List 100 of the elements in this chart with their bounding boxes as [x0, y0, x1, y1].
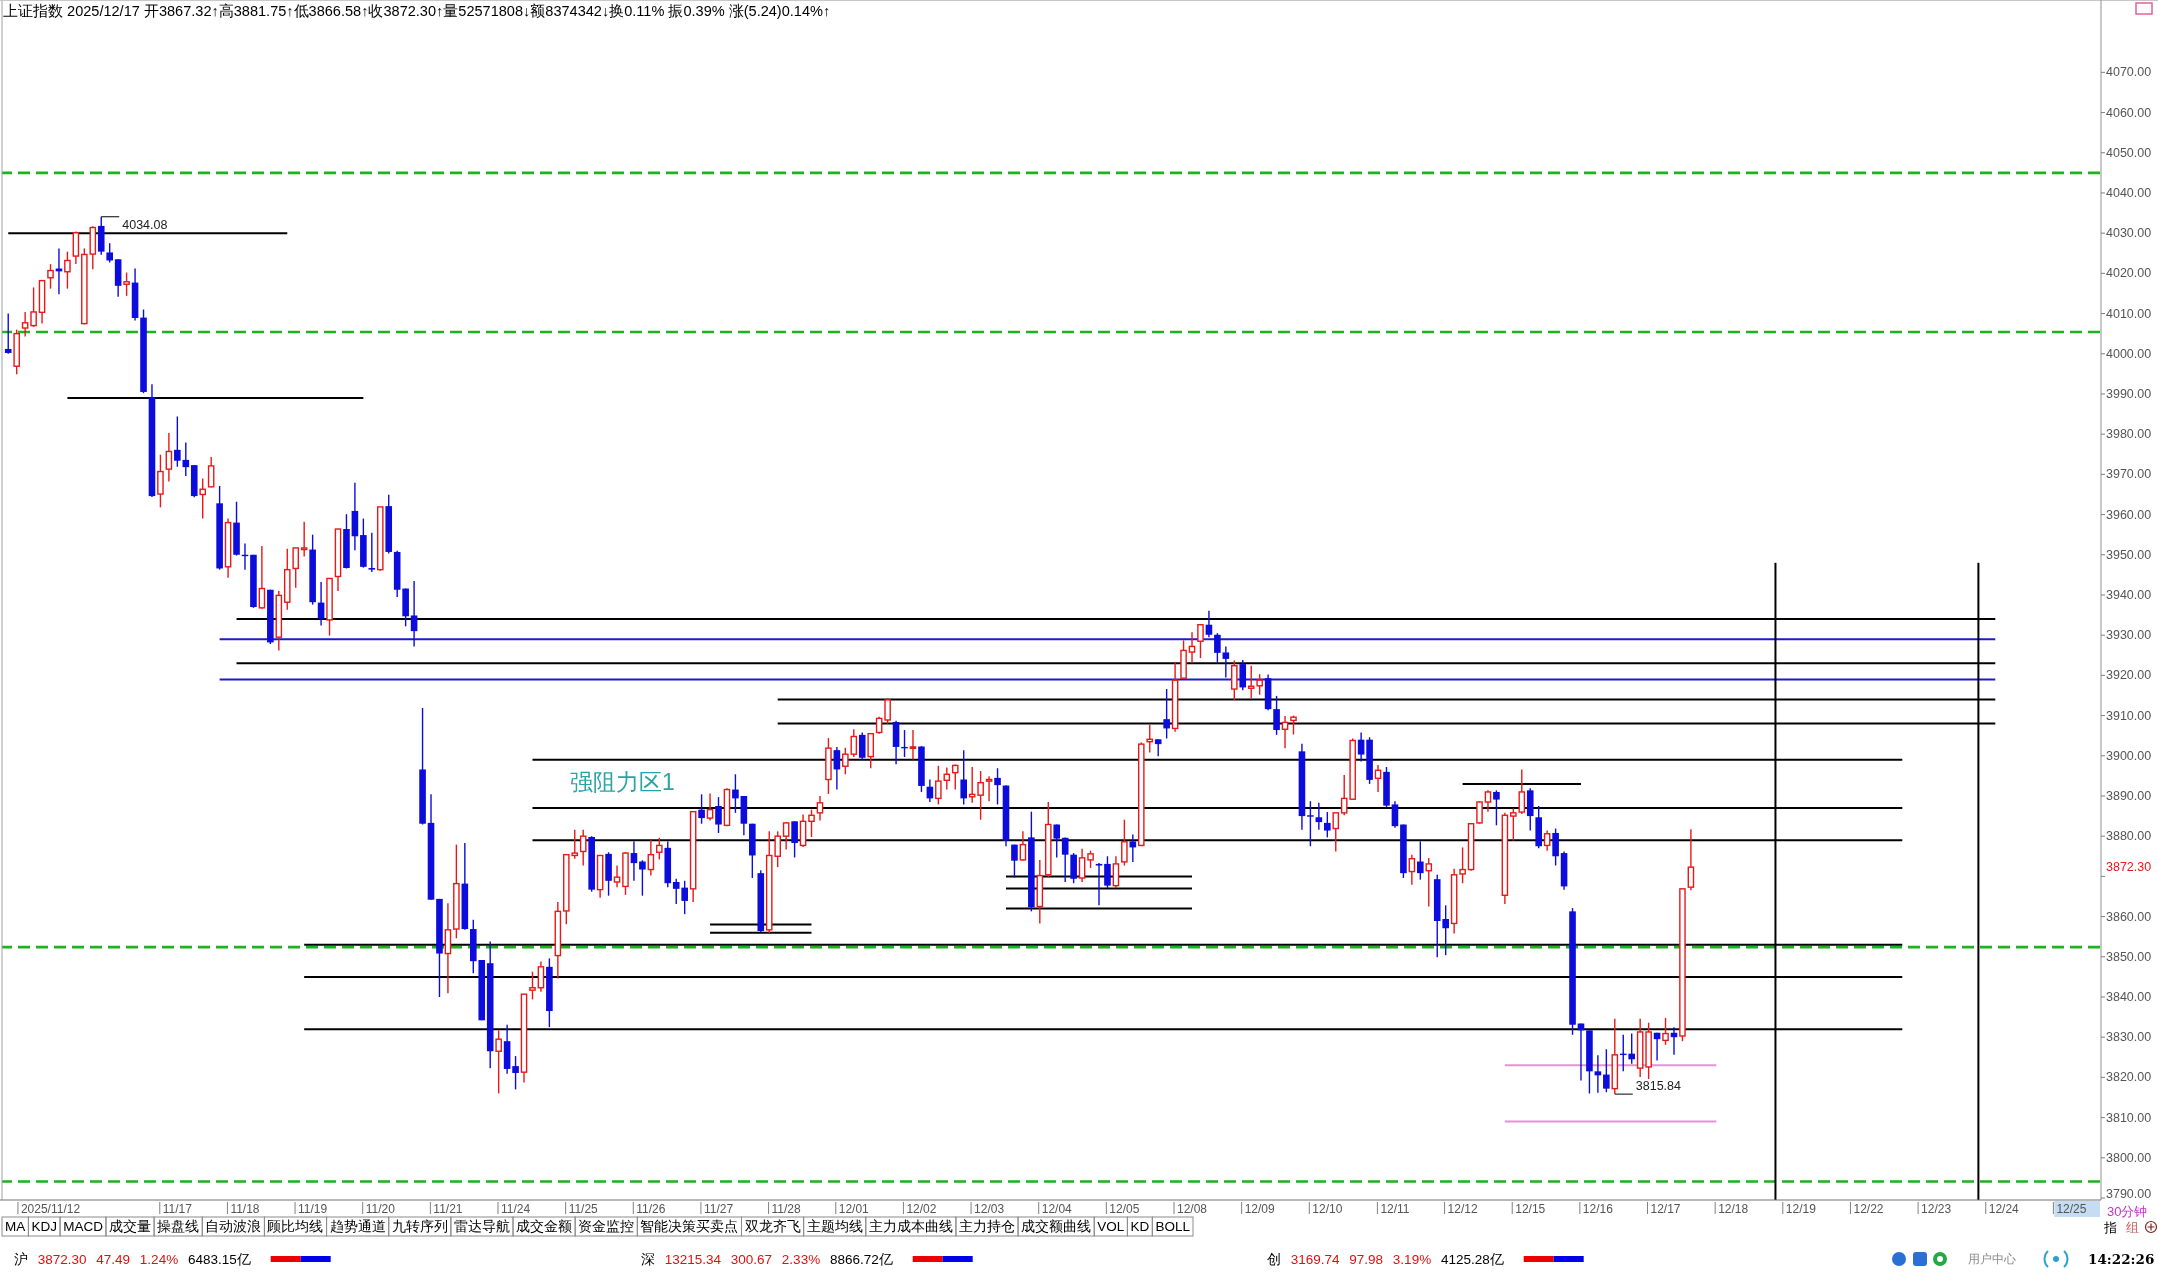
text: 资金监控 [578, 1219, 635, 1234]
y-tick-label: 4040.00 [2106, 185, 2152, 200]
y-tick-label: 3880.00 [2106, 829, 2152, 844]
candlestick [639, 859, 646, 897]
candlestick [1104, 855, 1111, 889]
x-tick-label: 12/02 [906, 1202, 937, 1216]
text: BOLL [1155, 1219, 1191, 1234]
text: 指 [2103, 1219, 2117, 1235]
text: 操盘线 [157, 1219, 200, 1234]
text: 主力成本曲线 [868, 1219, 953, 1234]
text: KDJ [31, 1219, 57, 1234]
text: MA [5, 1219, 26, 1234]
candlestick [698, 793, 705, 825]
x-tick-label: 2025/11/12 [20, 1202, 81, 1216]
x-tick-label: 12/24 [1988, 1202, 2020, 1216]
text: 九转序列 [391, 1219, 448, 1234]
candlestick [1662, 1017, 1669, 1046]
candlestick [199, 477, 207, 520]
candlestick [410, 580, 418, 648]
x-tick-label: 12/03 [974, 1202, 1005, 1216]
y-tick-label: 3840.00 [2106, 989, 2152, 1004]
candlestick [1374, 764, 1382, 793]
candlestick [867, 732, 874, 769]
y-tick-label: 4000.00 [2106, 346, 2152, 361]
y-tick-label: 4010.00 [2106, 306, 2152, 321]
candlestick [985, 775, 993, 802]
y-tick-label: 4020.00 [2106, 266, 2152, 281]
y-tick-label: 4030.00 [2106, 226, 2152, 241]
y-tick-label: 3970.00 [2106, 467, 2152, 482]
candlestick [1019, 830, 1027, 862]
x-tick-label: 12/16 [1582, 1202, 1614, 1216]
x-tick-label: 12/25 [2056, 1202, 2087, 1216]
text: 自动波浪 [205, 1219, 262, 1234]
candlestick [1095, 862, 1103, 907]
candlestick [444, 902, 452, 995]
x-tick-label: 12/01 [838, 1202, 870, 1216]
candlestick [1459, 846, 1466, 884]
candlestick [1214, 632, 1221, 664]
y-tick-label: 3960.00 [2106, 507, 2152, 522]
y-tick-label: 3820.00 [2106, 1070, 2152, 1085]
candlestick [30, 286, 37, 328]
x-tick-label: 11/21 [433, 1202, 463, 1216]
candlestick [1552, 827, 1559, 867]
text: 主力持仓 [959, 1219, 1016, 1234]
candlestick [21, 311, 29, 338]
candlestick [1053, 823, 1061, 859]
text: 组 [2126, 1219, 2139, 1235]
candlestick [1307, 800, 1314, 847]
candlestick [1543, 829, 1551, 852]
y-tick-label: 3950.00 [2106, 547, 2152, 562]
y-tick-label: 4050.00 [2106, 145, 2152, 160]
x-tick-label: 12/04 [1041, 1202, 1073, 1216]
candlestick [72, 230, 80, 265]
candlestick [715, 796, 722, 834]
candlestick [165, 432, 173, 483]
candlestick [1687, 828, 1695, 891]
candlestick [1484, 789, 1492, 813]
candlestick [816, 795, 824, 822]
candlestick [1239, 659, 1247, 691]
y-tick-label: 3910.00 [2106, 708, 2152, 723]
candlestick [1476, 800, 1483, 825]
text: 沪 3872.30 47.49 1.24% 6483.15亿 [14, 1251, 251, 1267]
text: 30分钟 [2107, 1203, 2148, 1219]
text: 顾比均线 [267, 1219, 324, 1234]
candlestick [1205, 609, 1213, 638]
annotation: 强阻力区1 [570, 769, 675, 795]
candlestick [1188, 631, 1196, 665]
x-tick-label: 11/24 [501, 1202, 531, 1216]
candlestick [1315, 802, 1323, 831]
chart-title: 上证指数 2025/12/17 开3867.32↑高3881.75↑低3866.58↑收3872.30↑量52571808↓额8374342↓换0.11% 振0.39% 涨(5.24)0.14%↑ [3, 3, 831, 19]
x-tick-label: 12/18 [1718, 1202, 1749, 1216]
candlestick [1231, 659, 1238, 701]
candlestick [1197, 623, 1204, 659]
y-tick-label: 3890.00 [2106, 788, 2152, 803]
candlestick [951, 763, 959, 791]
text: 深 13215.34 300.67 2.33% 8866.72亿 [641, 1251, 893, 1267]
x-tick-label: 12/08 [1177, 1202, 1208, 1216]
candlestick [994, 767, 1001, 806]
candlestick [292, 547, 300, 589]
x-tick-label: 11/19 [298, 1202, 328, 1216]
candlestick [613, 864, 621, 888]
x-tick-label: 11/20 [365, 1202, 396, 1216]
y-tick-label: 3800.00 [2106, 1150, 2152, 1165]
x-tick-label: 11/18 [230, 1202, 260, 1216]
text: 智能决策买卖点 [640, 1219, 739, 1234]
text: 创 3169.74 97.98 3.19% 4125.28亿 [1267, 1251, 1504, 1267]
text: 用户中心 [1968, 1252, 2016, 1265]
candlestick [630, 840, 638, 882]
candlestick [1129, 833, 1137, 863]
y-tick-label: 3920.00 [2106, 668, 2152, 683]
y-tick-label: 3990.00 [2106, 386, 2152, 401]
y-tick-label: 3810.00 [2106, 1110, 2152, 1125]
candlestick [1417, 840, 1424, 881]
candlestick [808, 808, 815, 838]
candlestick [47, 263, 54, 290]
x-tick-label: 12/15 [1515, 1202, 1546, 1216]
y-tick-label: 3900.00 [2106, 748, 2152, 763]
text: KD [1130, 1219, 1150, 1234]
text: 主题均线 [806, 1219, 863, 1234]
x-tick-label: 12/23 [1921, 1202, 1952, 1216]
